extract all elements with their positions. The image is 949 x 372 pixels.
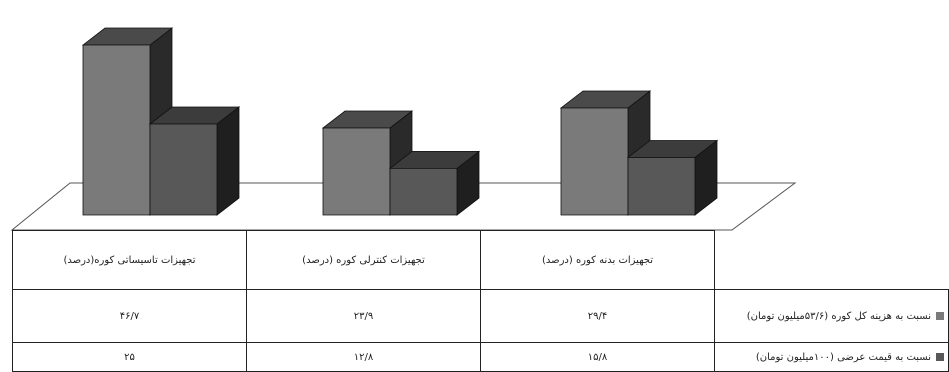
value-cell-s1-c1: ۴۶/۷: [12, 289, 247, 343]
table-header-row: تجهیزات تاسیساتی کوره(درصد) تجهیزات کنتر…: [12, 230, 949, 290]
value-cell-s2-c2: ۱۲/۸: [246, 342, 481, 372]
table-row-series-1: ۴۶/۷ ۲۳/۹ ۲۹/۴ نسبت به هزینه کل کوره (۵۳…: [12, 289, 949, 343]
legend-label-1: نسبت به هزینه کل کوره (۵۳/۶میلیون تومان): [746, 310, 931, 322]
bar-s1-c3: [560, 107, 629, 216]
bar-s2-c1: [149, 123, 218, 216]
bar-s2-c2: [389, 168, 458, 216]
legend-swatch-2: [936, 352, 944, 361]
table-corner: [714, 230, 949, 290]
legend-label-2: نسبت به قیمت عرضی (۱۰۰میلیون تومان): [755, 351, 931, 363]
table-row-series-2: ۲۵ ۱۲/۸ ۱۵/۸ نسبت به قیمت عرضی (۱۰۰میلیو…: [12, 342, 949, 372]
value-cell-s1-c2: ۲۳/۹: [246, 289, 481, 343]
legend-entry-series-2: نسبت به قیمت عرضی (۱۰۰میلیون تومان): [714, 342, 949, 372]
bar-side-s2-c1: [216, 106, 240, 216]
legend-swatch-1: [936, 311, 944, 320]
bars-layer: [81, 27, 719, 216]
value-cell-s1-c3: ۲۹/۴: [480, 289, 715, 343]
category-label-3: تجهیزات بدنه کوره (درصد): [480, 230, 715, 290]
bar-s2-c3: [627, 157, 696, 216]
category-label-1: تجهیزات تاسیساتی کوره(درصد): [12, 230, 247, 290]
legend-entry-series-1: نسبت به هزینه کل کوره (۵۳/۶میلیون تومان): [714, 289, 949, 343]
category-label-2: تجهیزات کنترلی کوره (درصد): [246, 230, 481, 290]
bar-s1-c2: [322, 127, 391, 216]
value-cell-s2-c1: ۲۵: [12, 342, 247, 372]
value-cell-s2-c3: ۱۵/۸: [480, 342, 715, 372]
bar-s1-c1: [82, 44, 151, 216]
data-table: تجهیزات تاسیساتی کوره(درصد) تجهیزات کنتر…: [12, 230, 949, 372]
